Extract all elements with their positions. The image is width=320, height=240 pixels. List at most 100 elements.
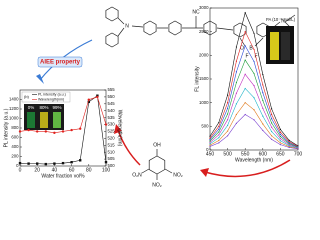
- ring: [233, 22, 247, 38]
- y2-tick-label: 500: [108, 163, 116, 168]
- x-tick-label: 20: [34, 167, 40, 173]
- arrow-head: [200, 168, 209, 177]
- point: [104, 123, 108, 126]
- inset-label: 0%: [28, 105, 35, 110]
- atom-label: F: [245, 53, 248, 59]
- y2-tick-label: 520: [108, 136, 116, 141]
- point: [209, 135, 211, 137]
- x-tick-label: 40: [52, 167, 58, 173]
- point: [279, 142, 281, 144]
- y-tick-label: 800: [11, 125, 19, 130]
- point: [70, 128, 73, 132]
- x-axis-label: Wavelength (nm): [235, 157, 273, 163]
- point: [279, 131, 281, 133]
- point: [253, 32, 255, 34]
- x-tick-label: 0: [19, 167, 22, 173]
- atom-label: O: [240, 45, 244, 51]
- point: [253, 85, 255, 87]
- point: [253, 119, 255, 121]
- legend-label: Wavelength(nm): [38, 97, 64, 101]
- y-tick-label: 1400: [9, 97, 19, 102]
- point: [70, 161, 73, 164]
- point: [244, 59, 246, 61]
- point: [244, 12, 246, 14]
- x-tick-label: 550: [241, 151, 250, 157]
- point: [209, 141, 211, 144]
- point: [18, 130, 22, 133]
- y2-tick-label: 525: [108, 129, 116, 134]
- point: [218, 121, 220, 124]
- legend-label: PL intensity (a.u.): [38, 92, 66, 96]
- callout-box: [37, 56, 83, 68]
- point: [262, 99, 264, 102]
- point: [271, 130, 273, 133]
- vial: [40, 112, 48, 128]
- point: [218, 142, 220, 144]
- point: [227, 135, 229, 137]
- point: [27, 128, 30, 132]
- y-tick-label: 1000: [9, 116, 19, 121]
- point: [244, 87, 246, 90]
- point: [209, 144, 211, 146]
- callout: AIEE property: [40, 60, 81, 66]
- point: [279, 128, 281, 131]
- point: [104, 161, 108, 164]
- annotation: PA (10⁻⁵ mol/L): [266, 17, 296, 22]
- point: [79, 159, 82, 162]
- x-tick-label: 450: [206, 151, 215, 157]
- point: [244, 45, 246, 47]
- point: [227, 107, 229, 109]
- vial: [27, 112, 35, 128]
- point: [262, 107, 264, 109]
- point: [61, 130, 65, 133]
- vial: [270, 32, 279, 60]
- point: [253, 60, 255, 63]
- point: [209, 145, 211, 148]
- point: [87, 100, 90, 104]
- point: [253, 97, 255, 99]
- arrow-head: [36, 74, 44, 84]
- point: [235, 122, 237, 124]
- point: [279, 133, 281, 135]
- point: [235, 71, 237, 73]
- point: [209, 140, 211, 142]
- atom-label: O₂N: [132, 172, 142, 178]
- y2-tick-label: 515: [108, 142, 116, 147]
- point: [96, 95, 99, 99]
- point: [244, 113, 246, 116]
- point: [36, 130, 39, 133]
- y-tick-label: 400: [11, 144, 19, 149]
- arrow: [117, 129, 141, 166]
- point: [61, 161, 65, 165]
- point: [218, 125, 220, 127]
- x-tick-label: 80: [86, 167, 92, 173]
- point: [209, 138, 211, 141]
- point: [271, 135, 273, 137]
- y2-tick-label: 505: [108, 156, 116, 161]
- scheme: AIEE property: [36, 39, 291, 178]
- point: [271, 138, 273, 140]
- point: [253, 109, 255, 111]
- point: [262, 115, 264, 117]
- point: [227, 102, 229, 104]
- point: [27, 162, 30, 165]
- point: [271, 108, 273, 110]
- panel-label: (b): [24, 94, 30, 99]
- y2-tick-label: 540: [108, 108, 116, 113]
- point: [227, 119, 229, 121]
- x-tick-label: 600: [259, 151, 268, 157]
- point: [218, 139, 220, 142]
- y-tick-label: 2000: [199, 52, 209, 57]
- y-tick-label: 1500: [199, 76, 209, 81]
- bond: [141, 149, 173, 180]
- point: [209, 137, 211, 139]
- point: [253, 72, 255, 75]
- point: [253, 48, 255, 51]
- point: [235, 46, 237, 48]
- point: [218, 137, 220, 139]
- atom-label: NC: [192, 9, 200, 15]
- point: [96, 94, 99, 97]
- y-tick-label: 3000: [199, 5, 209, 10]
- point: [44, 130, 47, 133]
- y-axis-label: PL intensity (a.u.): [3, 108, 9, 147]
